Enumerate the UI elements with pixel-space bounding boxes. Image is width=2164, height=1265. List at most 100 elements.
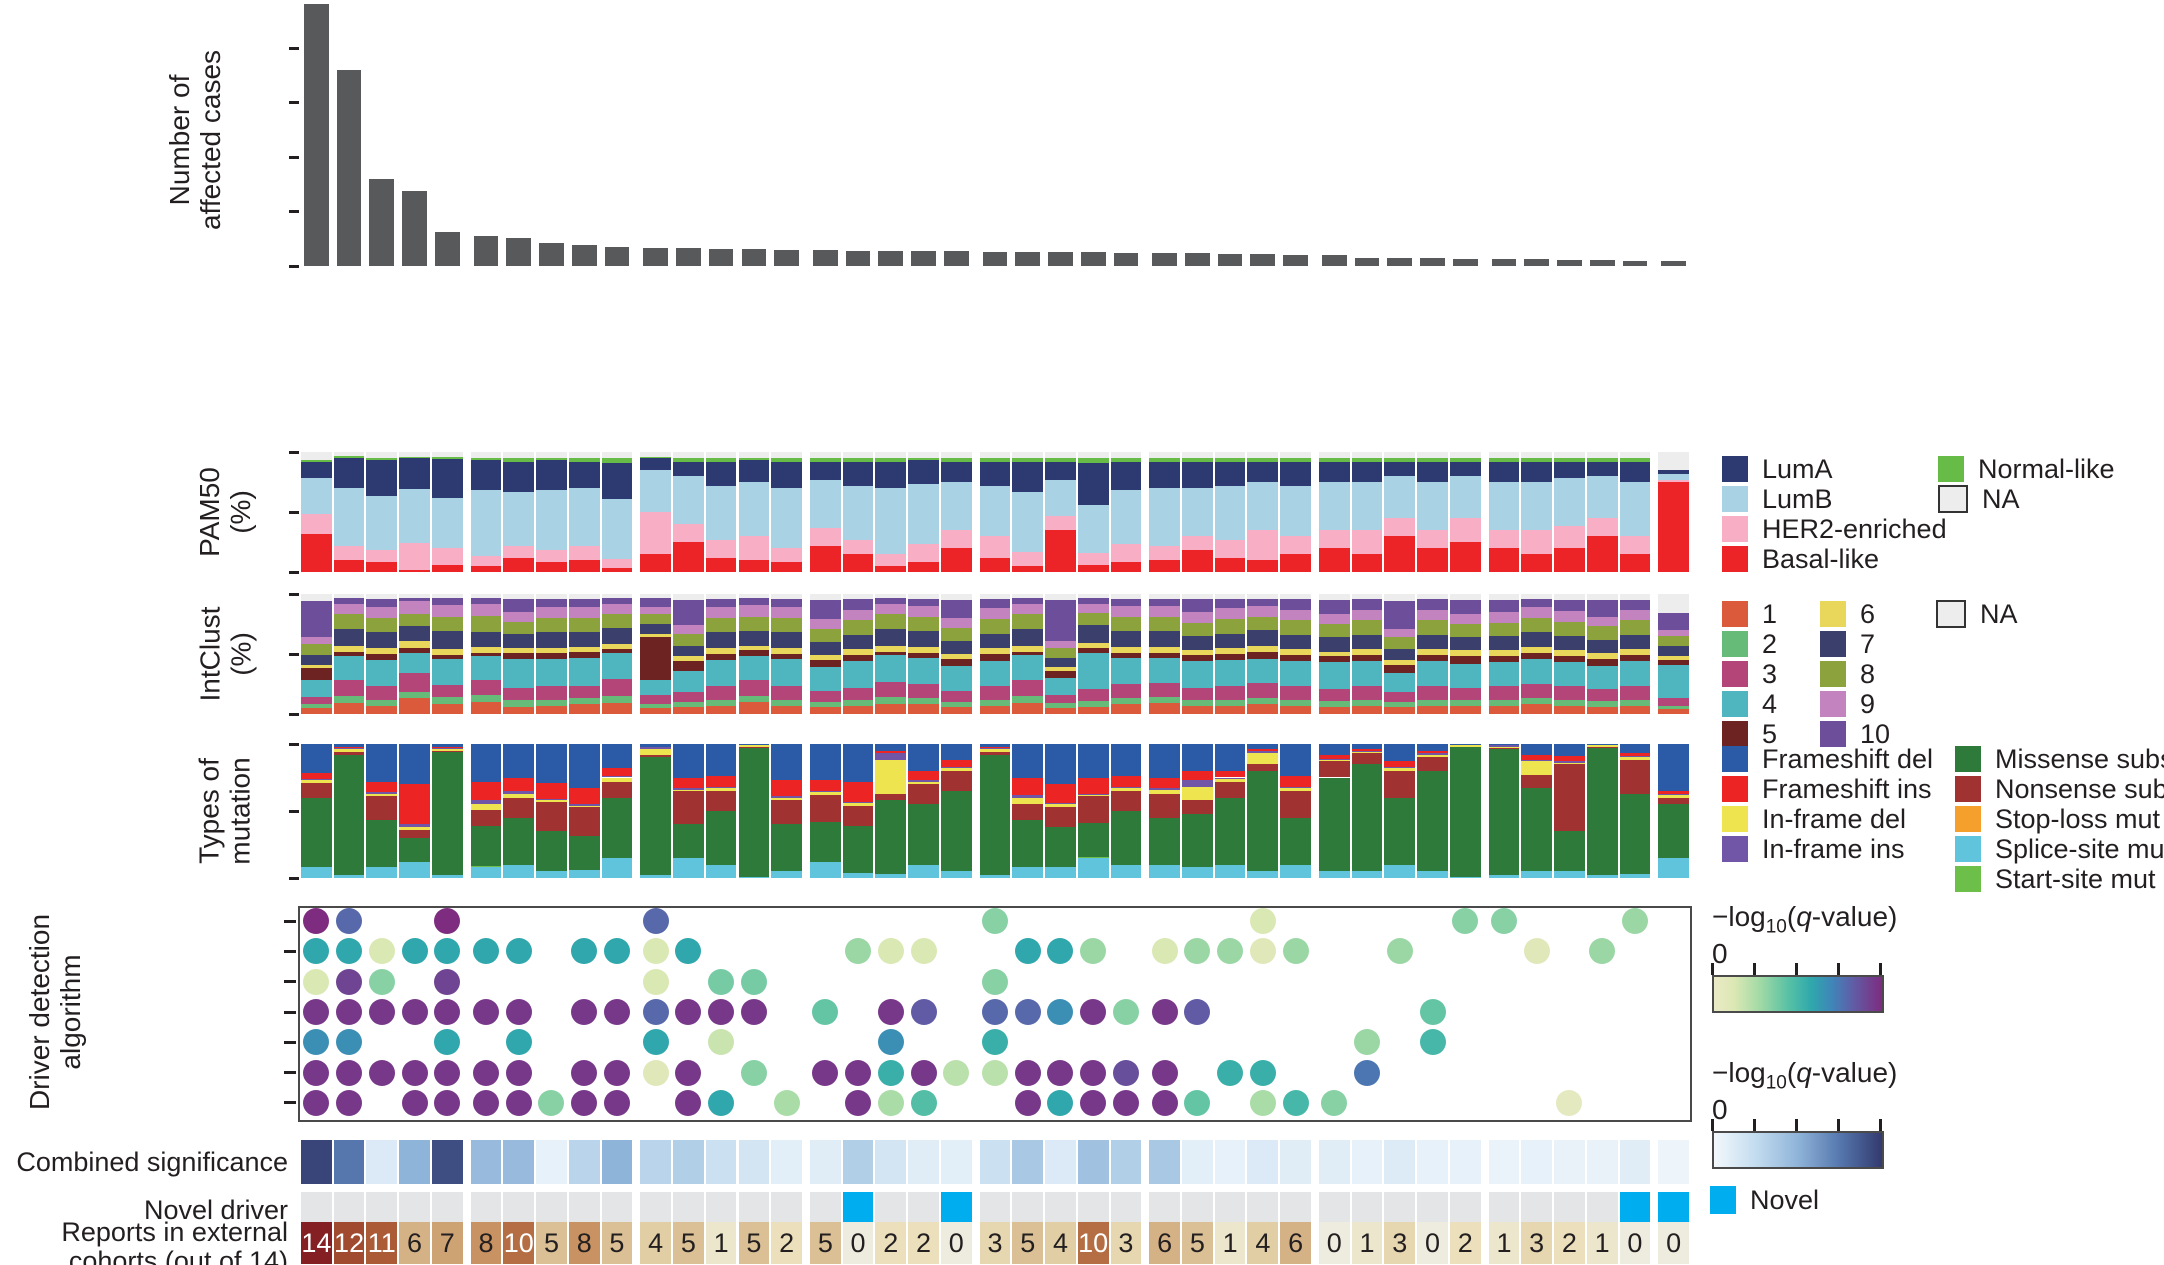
intclust-panel-seg-HRAS-4 — [1586, 666, 1618, 689]
intclust-panel-seg-SPEN-NA — [536, 594, 567, 599]
types-panel-seg-ARID1A-In-frame ins — [568, 804, 600, 806]
types-panel-seg-SF3B1-Nonsense subs — [738, 746, 770, 748]
intclust-panel-seg-PTPRT-7 — [1318, 637, 1350, 652]
intclust-panel-seg-CDKN2A-2 — [1384, 702, 1416, 707]
types-panel-seg-BRAF-Missense subs — [1488, 749, 1520, 876]
reports-cell-CACNA1D: 1 — [1351, 1222, 1383, 1264]
pam50-panel-seg-CDKN2A-NA — [1384, 452, 1416, 458]
intclust-panel-ytickmark — [289, 592, 299, 596]
intclust-legend-item-2: 2 — [1722, 629, 1777, 659]
dot-OncodriveFML-GATA3 — [401, 938, 428, 965]
intclust-panel-seg-BCL11B-7 — [940, 640, 972, 654]
intclust-panel-seg-DNMT3A-9 — [1214, 608, 1246, 620]
reports-cell-BCL11B: 0 — [940, 1222, 972, 1264]
types-panel-seg-SPECC1-In-frame ins — [1658, 793, 1689, 795]
types-panel-seg-ESR1-In-frame del — [875, 760, 907, 794]
combined-cell-ZFHX3 — [771, 1140, 802, 1184]
intclust-panel-ytickmark — [289, 712, 299, 716]
types-panel-seg-BRAF-In-frame del — [1488, 746, 1520, 748]
intclust-panel-seg-ERBB3-1 — [979, 705, 1011, 714]
pam50-panel-seg-RREB1-NA — [842, 452, 874, 458]
types-panel-seg-ERBB3-Splice-site mut — [979, 875, 1011, 878]
reports-cell-MAP3K1: 8 — [470, 1222, 502, 1264]
pam50-panel-seg-PIK3CA-HER2-enriched — [333, 545, 365, 560]
types-panel-seg-TP53-Splice-site mut — [301, 867, 332, 878]
intclust-panel-seg-MAP2K4-1 — [1149, 703, 1180, 714]
dot-HotMAPS-CACNA1D — [1354, 1029, 1381, 1056]
dot-OncodriveFML-ERBB2 — [642, 938, 669, 965]
types-panel-seg-PTEN-Missense subs — [503, 817, 535, 865]
intclust-panel-seg-KRAS-10 — [1449, 600, 1481, 615]
pam50-panel-ytickmark — [289, 450, 299, 454]
intclust-panel-seg-GATA3-3 — [399, 673, 430, 693]
combined-cell-NCOR2 — [705, 1140, 737, 1184]
dot-CBaSE-RB1 — [675, 1089, 702, 1116]
cases-bar-KRAS — [1452, 258, 1478, 266]
intclust-panel-seg-GATA3-NA — [399, 594, 430, 598]
types-panel-seg-NF1-In-frame ins — [809, 790, 841, 793]
intclust-panel-seg-RAF1-6 — [1619, 649, 1651, 656]
algorithm-axis-label-text: Driver detection algorithm — [24, 913, 86, 1111]
intclust-panel-seg-RUNX1-3 — [908, 684, 939, 699]
pam50-panel-seg-AKT1-LumB — [431, 497, 463, 548]
dot-OncodriveFML-RB1 — [675, 938, 702, 965]
pam50-panel-seg-KMT2C-LumA — [366, 460, 398, 497]
intclust-panel-seg-RUNX1-9 — [908, 606, 939, 617]
pam50-panel-seg-CASP8-Normal-like — [1554, 458, 1585, 462]
dot-dNdScv-RREB1 — [845, 1059, 872, 1086]
intclust-panel-seg-CDKN2A-7 — [1384, 649, 1416, 660]
intclust-panel-seg-ESR1-6 — [875, 645, 907, 652]
intclust-legend-item-NA: NA — [1936, 599, 2018, 629]
cases-bar-RREB1 — [845, 250, 871, 266]
algorithm-tickmark — [284, 919, 296, 923]
intclust-panel-axis-label: IntClust (%) — [160, 574, 290, 734]
intclust-panel-seg-GATA3-8 — [399, 614, 430, 627]
intclust-panel-seg-ZFHX3-5 — [771, 654, 802, 659]
intclust-panel-seg-PTPRT-NA — [1318, 594, 1350, 600]
intclust-panel-seg-NF1-7 — [809, 642, 841, 656]
qvalue-combined-tick — [1879, 1119, 1882, 1131]
types-panel-seg-ZFHX3-Nonsense subs — [771, 800, 802, 825]
pam50-panel-seg-CBFB-LumB — [601, 498, 633, 559]
intclust-panel-seg-FOXO3-6 — [1417, 649, 1448, 656]
types-panel-seg-NF1-Missense subs — [809, 821, 841, 862]
intclust-panel-seg-NCOR2-10 — [705, 598, 737, 608]
intclust-panel-seg-KLF4-1 — [1521, 704, 1553, 714]
intclust-panel-seg-TBX3-NA — [1012, 594, 1044, 598]
pam50-panel-seg-PTEN-LumA — [503, 461, 535, 492]
intclust-legend-swatch-2 — [1722, 631, 1748, 657]
pam50-panel-seg-TBX3-Basal-like — [1012, 566, 1044, 572]
reports-cell-ZFHX3: 2 — [771, 1222, 802, 1264]
reports-cell-KMT2C: 11 — [366, 1222, 398, 1264]
intclust-panel-seg-CDKN2A-10 — [1384, 601, 1416, 629]
types-panel-seg-CTCF-Missense subs — [1110, 811, 1142, 865]
intclust-panel-seg-FOXA1-3 — [1247, 682, 1279, 699]
types-panel-seg-NCOR1-Frameshift del — [1280, 744, 1311, 777]
intclust-panel-seg-MAP2K4-7 — [1149, 631, 1180, 647]
intclust-panel-seg-ESR1-10 — [875, 597, 907, 604]
dot-OncodriveFML-DNMT3A — [1217, 938, 1244, 965]
pam50-panel-seg-PIK3CA-LumB — [333, 488, 365, 546]
reports-cell-KLF4: 3 — [1521, 1222, 1553, 1264]
cases-bar-BCL11B — [943, 251, 969, 266]
dot-HotMAPS-TP53 — [303, 1029, 330, 1056]
cases-bar-GATA3 — [402, 190, 427, 266]
types-panel-seg-BRAF-In-frame ins — [1488, 745, 1520, 747]
types-panel-seg-CASP8-Missense subs — [1554, 831, 1585, 872]
types-legend-item-Stop-loss mut: Stop-loss mut — [1955, 804, 2160, 834]
intclust-panel-seg-TP53-4 — [301, 680, 332, 698]
pam50-panel-seg-RREB1-Normal-like — [842, 458, 874, 462]
intclust-panel-seg-AKT1-5 — [431, 655, 463, 659]
pam50-panel-seg-DNMT3A-Basal-like — [1214, 557, 1246, 572]
pam50-panel-seg-KRAS-HER2-enriched — [1449, 518, 1481, 542]
intclust-panel-seg-FOXO3-10 — [1417, 598, 1448, 610]
pam50-panel-seg-SPEN-Normal-like — [536, 458, 567, 461]
types-panel-seg-RUNX1-In-frame del — [908, 781, 939, 785]
pam50-panel-seg-FOXO3-NA — [1417, 452, 1448, 458]
pam50-panel-seg-CDH1-Normal-like — [1077, 458, 1109, 463]
types-panel-seg-KLF4-In-frame del — [1521, 761, 1553, 775]
types-panel-seg-MAP3K1-Splice-site mut — [470, 867, 502, 878]
dot-MutPanning-TP53 — [303, 999, 330, 1025]
types-panel-seg-PIK3R1-Splice-site mut — [1182, 867, 1213, 878]
types-panel-seg-CASP8-Frameshift del — [1554, 744, 1585, 757]
